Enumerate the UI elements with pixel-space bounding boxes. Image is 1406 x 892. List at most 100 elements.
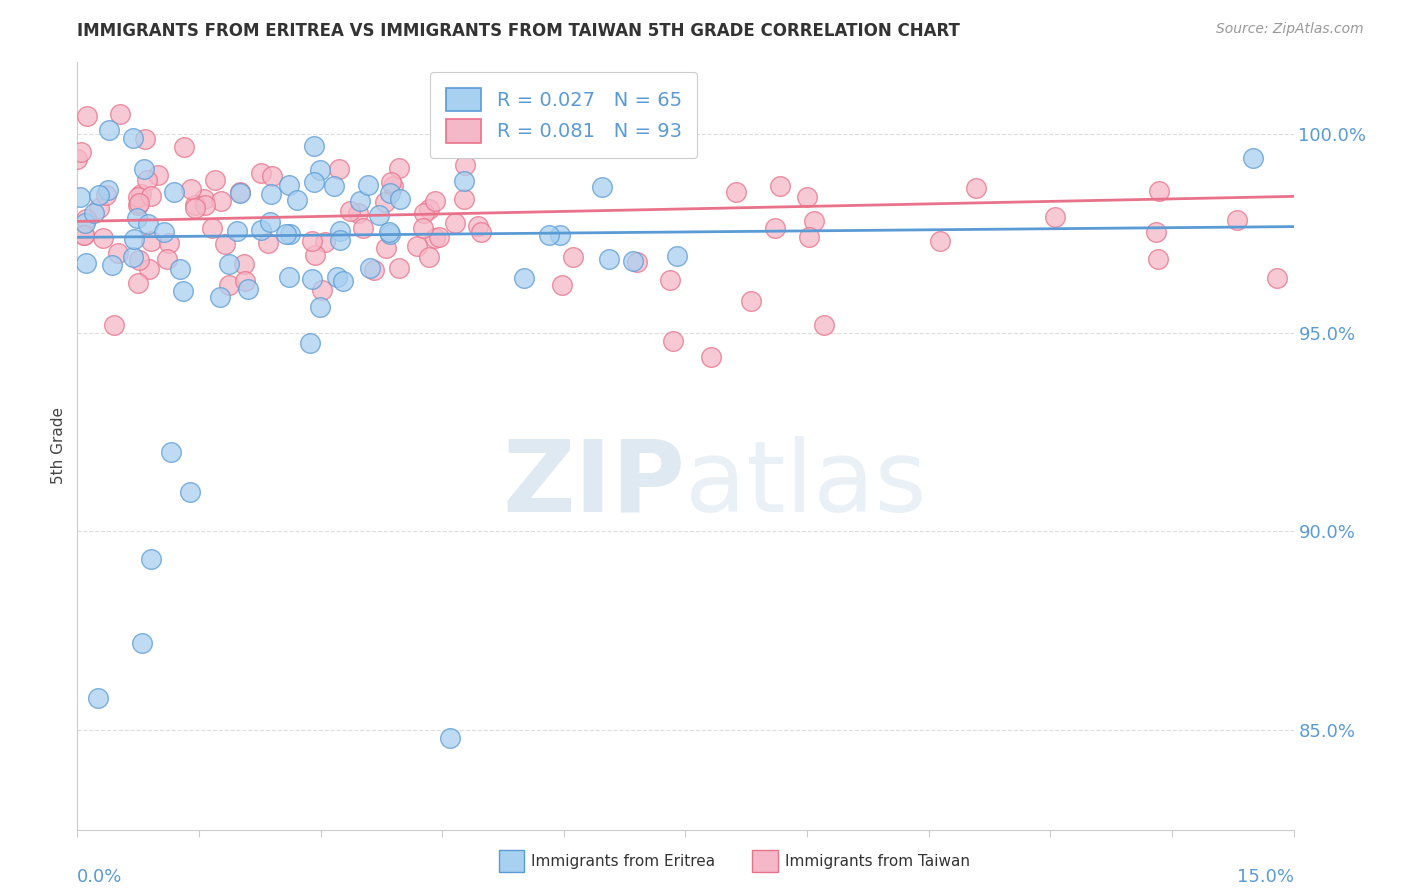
Point	[121, 251, 143, 265]
Point	[152, 225, 174, 239]
Point	[356, 178, 378, 193]
Point	[659, 273, 682, 287]
Point	[412, 221, 434, 235]
Point	[796, 190, 818, 204]
Point	[444, 216, 467, 230]
Point	[301, 272, 323, 286]
Point	[418, 250, 440, 264]
Point	[211, 194, 233, 208]
Point	[184, 198, 207, 212]
Point	[378, 227, 401, 241]
Point	[87, 201, 110, 215]
Point	[626, 255, 648, 269]
Point	[132, 161, 155, 176]
Point	[160, 445, 183, 459]
Point	[339, 203, 361, 218]
Point	[322, 178, 344, 193]
Point	[803, 214, 825, 228]
Point	[83, 205, 105, 219]
Point	[388, 161, 411, 175]
Point	[308, 300, 330, 314]
Point	[146, 168, 169, 182]
Point	[304, 248, 326, 262]
Point	[453, 174, 475, 188]
Point	[378, 225, 401, 239]
Point	[352, 221, 374, 235]
Point	[122, 232, 145, 246]
Text: 0.0%: 0.0%	[77, 869, 122, 887]
Point	[285, 194, 308, 208]
Point	[136, 173, 159, 187]
Point	[97, 183, 120, 197]
Point	[561, 250, 583, 264]
Point	[278, 178, 301, 193]
Point	[278, 270, 301, 285]
Point	[141, 552, 163, 566]
Point	[298, 336, 321, 351]
Point	[218, 277, 240, 292]
Point	[591, 179, 613, 194]
Point	[470, 226, 492, 240]
Point	[73, 228, 96, 243]
Point	[380, 186, 402, 200]
Point	[349, 194, 371, 209]
Point	[208, 290, 231, 304]
Point	[131, 636, 153, 650]
Point	[141, 234, 163, 248]
Point	[380, 175, 402, 189]
Point	[75, 256, 97, 270]
Point	[127, 276, 149, 290]
Point	[66, 153, 89, 167]
Point	[93, 231, 115, 245]
Point	[347, 206, 370, 220]
Point	[406, 238, 429, 252]
Point	[94, 188, 117, 202]
Point	[662, 334, 685, 348]
Point	[412, 206, 434, 220]
Point	[127, 189, 149, 203]
Point	[359, 260, 381, 275]
Point	[163, 185, 186, 199]
Point	[128, 253, 150, 268]
Point	[214, 236, 236, 251]
Point	[724, 186, 747, 200]
Point	[551, 278, 574, 293]
Point	[1147, 184, 1170, 198]
Point	[1226, 213, 1249, 227]
Text: 15.0%: 15.0%	[1236, 869, 1294, 887]
Point	[467, 219, 489, 234]
Point	[388, 192, 411, 206]
Point	[75, 211, 97, 226]
Point	[172, 285, 194, 299]
Text: Immigrants from Taiwan: Immigrants from Taiwan	[785, 855, 970, 869]
Point	[1146, 252, 1168, 267]
Point	[374, 194, 396, 209]
Point	[302, 175, 325, 189]
Point	[127, 197, 149, 211]
Point	[388, 261, 411, 276]
Point	[75, 216, 97, 230]
Point	[201, 220, 224, 235]
Point	[156, 252, 179, 267]
Point	[425, 194, 447, 209]
Point	[1144, 225, 1167, 239]
Text: IMMIGRANTS FROM ERITREA VS IMMIGRANTS FROM TAIWAN 5TH GRADE CORRELATION CHART: IMMIGRANTS FROM ERITREA VS IMMIGRANTS FR…	[77, 22, 960, 40]
Point	[700, 350, 723, 364]
Point	[134, 132, 156, 146]
Point	[423, 231, 446, 245]
Point	[301, 234, 323, 248]
Point	[87, 188, 110, 202]
Point	[139, 189, 162, 203]
Point	[218, 257, 240, 271]
Point	[108, 107, 131, 121]
Text: Immigrants from Eritrea: Immigrants from Eritrea	[531, 855, 716, 869]
Point	[70, 145, 93, 159]
Point	[332, 274, 354, 288]
Point	[797, 230, 820, 244]
Point	[180, 182, 202, 196]
Text: Source: ZipAtlas.com: Source: ZipAtlas.com	[1216, 22, 1364, 37]
Point	[173, 139, 195, 153]
Point	[665, 249, 688, 263]
Point	[278, 227, 301, 241]
Point	[69, 190, 91, 204]
